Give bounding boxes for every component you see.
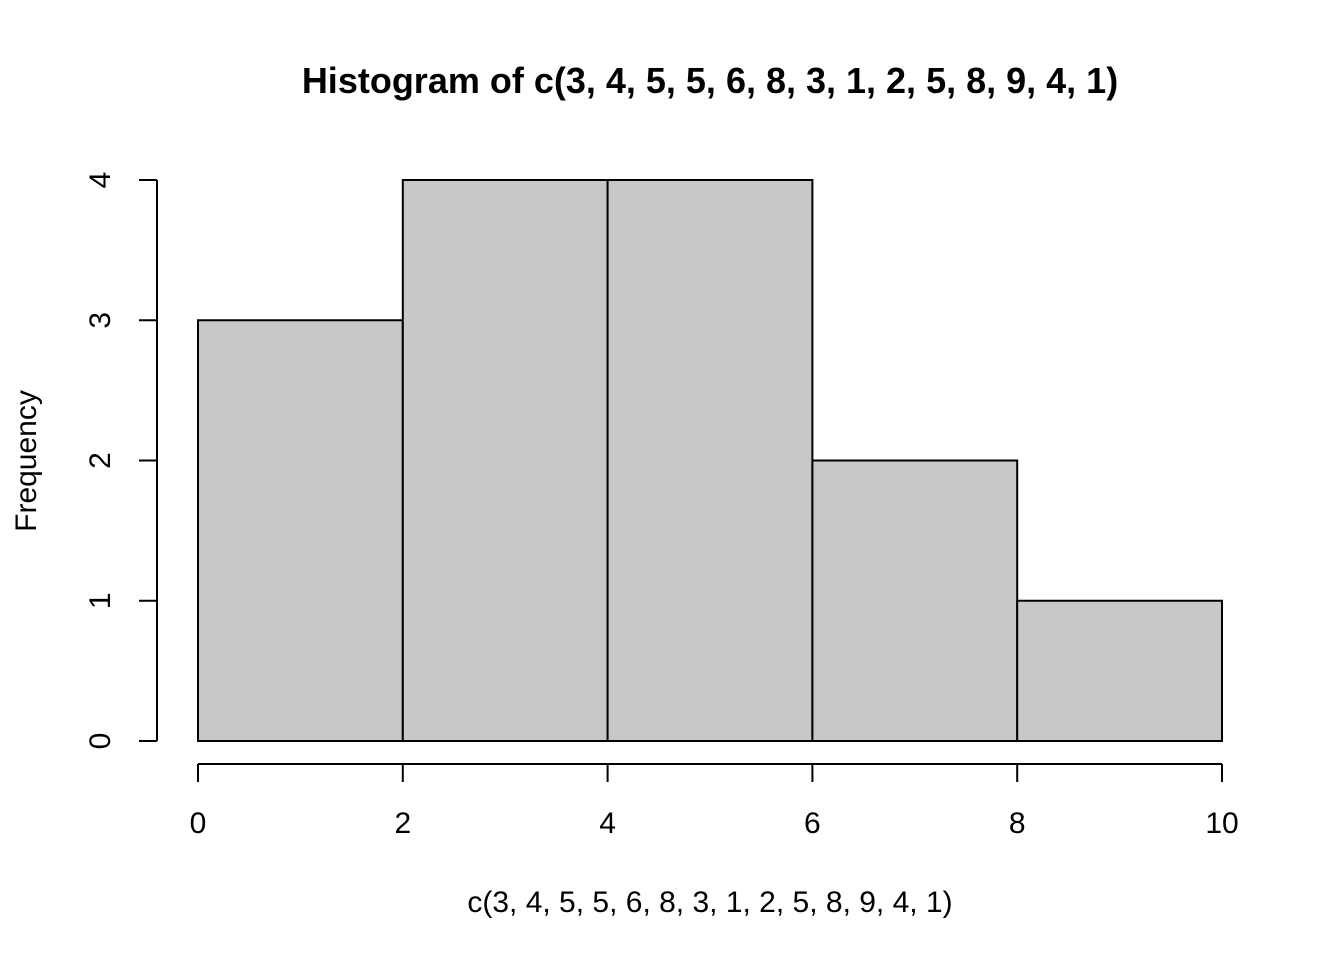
y-tick-label: 2 [84,452,117,469]
histogram-bar-4 [811,459,1019,742]
histogram-bar-3 [606,179,814,742]
y-tick-label: 1 [84,592,117,609]
y-axis-label: Frequency [10,390,43,532]
histogram-bar-5 [1016,599,1224,742]
histogram-bar-2 [401,179,609,742]
chart-title: Histogram of c(3, 4, 5, 5, 6, 8, 3, 1, 2… [302,60,1118,101]
x-tick-label: 8 [1009,807,1026,840]
x-tick-label: 4 [599,807,616,840]
x-axis-label: c(3, 4, 5, 5, 6, 8, 3, 1, 2, 5, 8, 9, 4,… [467,886,952,919]
y-tick-label: 3 [84,312,117,329]
y-tick-label: 4 [84,172,117,189]
histogram-bar-1 [197,319,404,742]
y-tick-label: 0 [84,733,117,750]
y-axis: 0 1 2 3 4 [84,172,158,750]
bars-group [197,179,1224,742]
x-tick-label: 10 [1205,807,1238,840]
x-tick-label: 2 [394,807,411,840]
x-tick-label: 0 [190,807,207,840]
x-axis: 0 2 4 6 8 10 [190,763,1239,840]
x-tick-label: 6 [804,807,821,840]
